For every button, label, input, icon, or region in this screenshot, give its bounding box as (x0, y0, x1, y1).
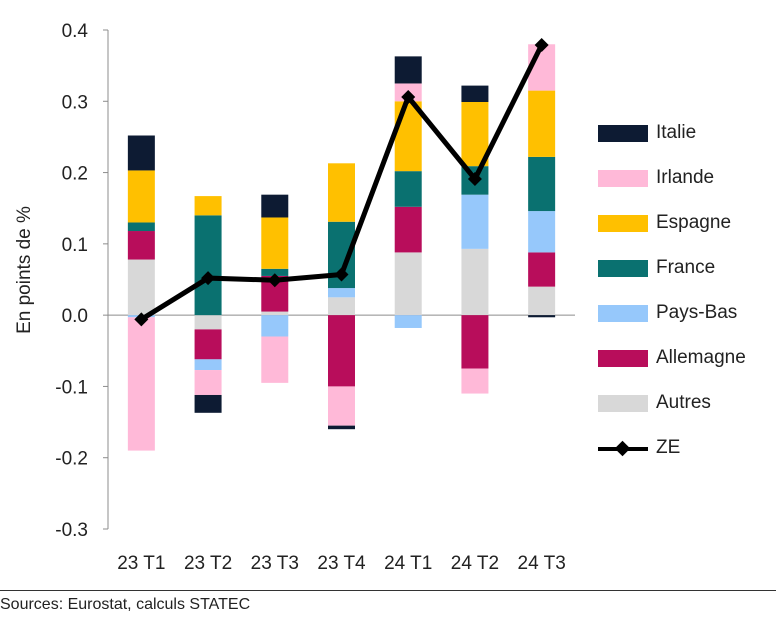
legend-item-pays-bas: Pays-Bas (598, 298, 737, 328)
y-axis-label: En points de % (14, 206, 35, 334)
bar-pays-bas-24-t1 (394, 315, 422, 328)
bar-france-24-t1 (394, 171, 422, 207)
legend-label: Espagne (656, 212, 732, 233)
x-tick-label: 23 T4 (317, 553, 366, 574)
bar-autres-24-t2 (461, 248, 489, 316)
y-tick-label: 0.2 (62, 164, 88, 185)
bar-pays-bas-24-t2 (461, 194, 489, 249)
x-tick-label: 24 T1 (384, 553, 432, 574)
bar-autres-23-t4 (328, 297, 355, 316)
legend-item-france: France (598, 253, 715, 283)
legend-item-espagne: Espagne (598, 208, 731, 238)
bar-italie-23-t1 (127, 135, 155, 171)
legend-label: ZE (656, 437, 681, 458)
y-tick-label: -0.2 (55, 449, 88, 470)
legend-swatch (598, 440, 648, 457)
bar-france-23-t1 (127, 222, 155, 232)
legend-swatch (598, 259, 648, 277)
bar-italie-24-t3 (528, 315, 556, 318)
legend-label: Autres (656, 392, 711, 413)
bar-allemagne-24-t3 (528, 252, 556, 287)
ticks-layer: 0.4 0.3 0.2 0.1 0.0 -0.1 -0.2 -0.3 23 T1 23 T2 23 … (55, 21, 566, 574)
legend-label: Italie (656, 122, 697, 143)
bar-pays-bas-23-t3 (261, 315, 289, 337)
legend-label: France (656, 257, 716, 278)
ze-marker (267, 273, 282, 288)
bar-italie-24-t1 (394, 56, 422, 84)
bar-france-24-t3 (528, 156, 556, 212)
bar-pays-bas-23-t2 (194, 359, 222, 371)
bar-irlande-23-t4 (328, 386, 355, 426)
y-tick-label: 0.1 (62, 235, 88, 256)
y-tick-label: -0.1 (55, 377, 88, 398)
ze-marker (467, 171, 482, 186)
bar-france-23-t2 (194, 215, 222, 316)
bar-italie-23-t3 (261, 194, 289, 218)
source-divider (0, 590, 776, 591)
ze-marker (534, 37, 549, 52)
ze-marker (201, 271, 216, 286)
bars-layer (127, 44, 556, 451)
bar-autres-23-t3 (261, 311, 289, 316)
legend-swatch (598, 304, 648, 322)
y-tick-label: 0.4 (62, 21, 89, 42)
bar-autres-23-t1 (127, 259, 155, 316)
bar-espagne-23-t1 (127, 170, 155, 223)
line-layer (134, 37, 549, 327)
bar-autres-24-t3 (528, 286, 556, 316)
legend-swatch (598, 349, 648, 367)
ze-marker (401, 90, 416, 105)
bar-espagne-23-t4 (328, 163, 355, 222)
bar-irlande-24-t2 (461, 368, 489, 394)
bar-allemagne-23-t4 (328, 315, 355, 387)
bar-italie-23-t4 (328, 425, 355, 430)
ze-marker (334, 267, 349, 282)
legend-label: Pays-Bas (656, 302, 738, 323)
legend-item-irlande: Irlande (598, 163, 714, 193)
bar-italie-23-t2 (194, 394, 222, 413)
legend-swatch (598, 214, 648, 232)
ze-marker (134, 312, 149, 327)
legend-item-italie: Italie (598, 118, 696, 148)
bar-espagne-24-t1 (394, 101, 422, 172)
bar-allemagne-23-t2 (194, 329, 222, 360)
legend-label: Allemagne (656, 347, 746, 368)
bar-allemagne-24-t2 (461, 315, 489, 369)
bar-irlande-23-t2 (194, 370, 222, 395)
bar-italie-24-t2 (461, 85, 489, 102)
bar-france-23-t3 (261, 268, 289, 276)
legend-item-ze: ZE (598, 433, 680, 463)
source-note: Sources: Eurostat, calculs STATEC (0, 596, 251, 613)
legend-label: Irlande (656, 167, 715, 188)
bar-allemagne-23-t1 (127, 231, 155, 260)
legend-item-autres: Autres (598, 388, 711, 418)
bar-autres-23-t2 (194, 315, 222, 330)
bar-espagne-23-t3 (261, 217, 289, 269)
bar-espagne-24-t3 (528, 90, 556, 157)
x-tick-label: 23 T1 (117, 553, 165, 574)
y-tick-label: 0.0 (62, 306, 88, 327)
x-tick-label: 23 T2 (184, 553, 232, 574)
legend-swatch (598, 124, 648, 142)
bar-espagne-23-t2 (194, 196, 222, 216)
x-tick-label: 23 T3 (251, 553, 299, 574)
x-tick-label: 24 T3 (518, 553, 566, 574)
bar-irlande-23-t1 (127, 317, 155, 451)
bar-pays-bas-24-t3 (528, 211, 556, 253)
bar-irlande-23-t3 (261, 336, 289, 383)
y-tick-label: 0.3 (62, 92, 88, 113)
legend-swatch (598, 169, 648, 187)
legend-swatch (598, 394, 648, 412)
y-tick-label: -0.3 (55, 520, 88, 541)
bar-pays-bas-23-t4 (328, 288, 355, 298)
bar-autres-24-t1 (394, 252, 422, 316)
x-tick-label: 24 T2 (451, 553, 499, 574)
bar-allemagne-24-t1 (394, 206, 422, 253)
legend-item-allemagne: Allemagne (598, 343, 746, 373)
